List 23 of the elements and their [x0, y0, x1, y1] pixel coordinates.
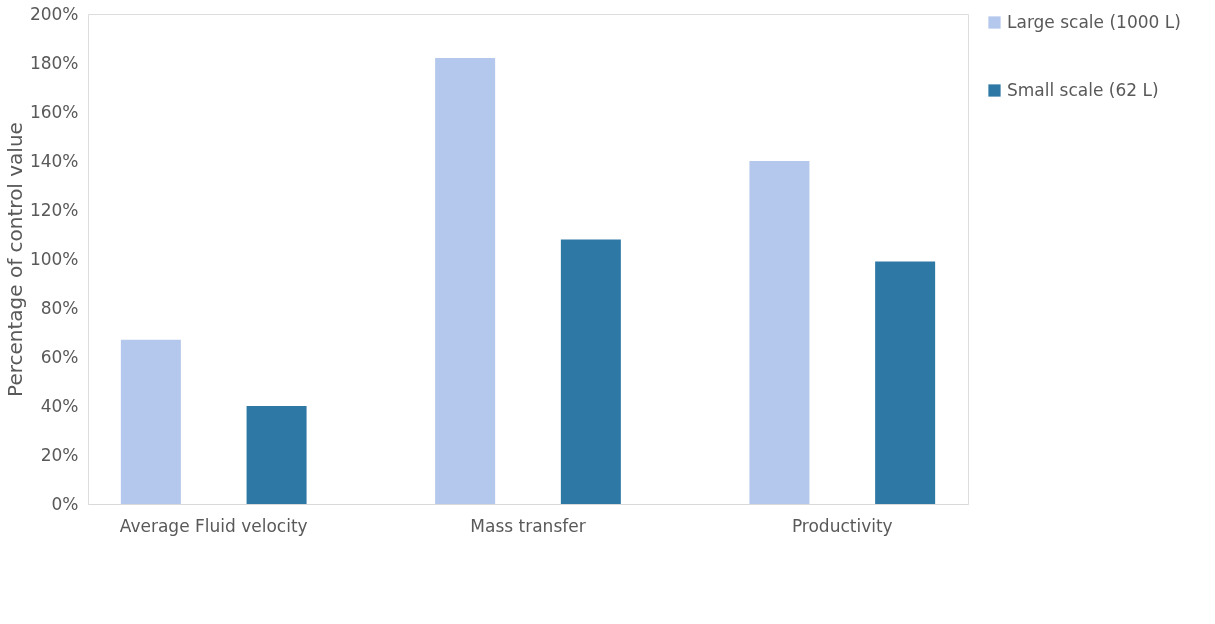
y-tick-label: 60%	[40, 346, 79, 367]
bar	[120, 339, 181, 504]
y-tick-label: 80%	[40, 297, 79, 318]
bar	[435, 58, 496, 504]
y-tick-label: 120%	[29, 199, 79, 220]
y-tick-label: 140%	[29, 150, 79, 171]
x-tick-label: Productivity	[791, 515, 893, 536]
y-tick-label: 200%	[29, 3, 79, 24]
y-tick-label: 20%	[40, 444, 79, 465]
bar	[560, 239, 621, 504]
legend-label: Small scale (62 L)	[1007, 79, 1159, 100]
y-tick-label: 180%	[29, 52, 79, 73]
y-axis-title: Percentage of control value	[2, 122, 27, 397]
bar	[875, 261, 936, 504]
y-tick-label: 0%	[51, 493, 79, 514]
y-tick-label: 100%	[29, 248, 79, 269]
x-tick-label: Mass transfer	[470, 515, 586, 536]
bar	[749, 161, 810, 504]
bar	[246, 406, 307, 504]
y-tick-label: 160%	[29, 101, 79, 122]
legend-label: Large scale (1000 L)	[1007, 11, 1181, 32]
x-tick-label: Average Fluid velocity	[119, 515, 308, 536]
y-tick-label: 40%	[40, 395, 79, 416]
